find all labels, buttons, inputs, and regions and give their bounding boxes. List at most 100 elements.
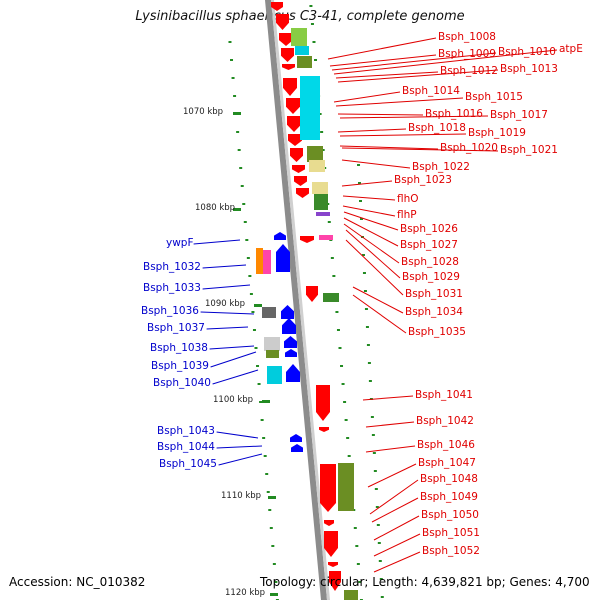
feature-block	[309, 160, 325, 172]
gene-label: Bsph_1019	[468, 127, 526, 139]
outer-tick-mark	[343, 401, 347, 403]
gene-label: Bsph_1038	[150, 342, 208, 354]
inner-tick-mark	[265, 473, 269, 475]
inner-tick-mark	[237, 149, 241, 151]
outer-tick-mark	[366, 344, 370, 346]
label-leader-line	[335, 97, 464, 107]
feature-block	[266, 350, 279, 358]
inner-tick-mark	[274, 581, 278, 583]
label-leader-line	[337, 128, 407, 133]
figure-title: Lysinibacillus sphaericus C3-41, complet…	[135, 9, 465, 24]
gene-arrow	[319, 427, 329, 432]
outer-tick-mark	[357, 164, 361, 166]
label-leader-line	[341, 159, 411, 169]
gene-arrow-reverse	[284, 336, 297, 348]
gene-label: Bsph_1032	[143, 261, 201, 273]
inner-tick-mark	[243, 221, 247, 223]
rna-feature	[267, 366, 282, 384]
label-leader-line	[373, 551, 421, 573]
gene-label: Bsph_1046	[417, 439, 475, 451]
outer-tick-mark	[335, 311, 339, 313]
label-leader-line	[371, 497, 419, 523]
outer-tick-mark	[312, 41, 316, 43]
gene-arrow	[290, 148, 303, 162]
outer-tick-mark	[379, 578, 383, 580]
inner-tick-mark	[259, 401, 263, 403]
label-leader-line	[352, 294, 407, 334]
outer-tick-mark	[320, 131, 324, 133]
gene-label: Bsph_1027	[400, 239, 458, 251]
kbp-tick-mark	[254, 304, 262, 307]
feature-block	[297, 56, 312, 68]
outer-tick-mark	[338, 347, 342, 349]
inner-tick-mark	[246, 257, 250, 259]
gene-arrow	[320, 464, 336, 512]
gene-arrow	[306, 286, 318, 302]
gene-label: Bsph_1039	[151, 360, 209, 372]
gene-arrow	[286, 98, 300, 114]
label-leader-line	[339, 115, 489, 119]
label-leader-line	[209, 345, 255, 350]
label-leader-line	[343, 223, 400, 264]
kbp-tick-mark	[233, 208, 241, 211]
outer-tick-mark	[375, 506, 379, 508]
gene-label: Bsph_1012	[440, 65, 498, 77]
label-leader-line	[369, 479, 419, 515]
gene-label: Bsph_1042	[416, 415, 474, 427]
label-leader-line	[216, 431, 259, 439]
outer-tick-mark	[344, 419, 348, 421]
outer-tick-mark	[346, 437, 350, 439]
label-leader-line	[341, 180, 393, 187]
feature-block	[256, 248, 263, 274]
label-leader-line	[352, 286, 404, 314]
gene-arrow	[282, 64, 295, 70]
outer-tick-mark	[365, 326, 369, 328]
gene-label: Bsph_1018	[408, 122, 466, 134]
gene-label: Bsph_1031	[405, 288, 463, 300]
gene-label: Bsph_1029	[402, 271, 460, 283]
gene-label: Bsph_1041	[415, 389, 473, 401]
gene-label: Bsph_1052	[422, 545, 480, 557]
gene-label: Bsph_1044	[157, 441, 215, 453]
gene-arrow	[276, 14, 289, 30]
inner-tick-mark	[252, 329, 256, 331]
label-leader-line	[339, 133, 467, 137]
rna-feature	[295, 46, 309, 55]
label-leader-line	[335, 71, 439, 79]
gene-label: Bsph_1008	[438, 31, 496, 43]
label-leader-line	[218, 453, 263, 466]
inner-tick-mark	[266, 491, 270, 493]
gene-arrow	[296, 188, 309, 198]
label-leader-line	[202, 284, 251, 290]
label-leader-line	[202, 264, 247, 269]
label-leader-line	[210, 351, 257, 368]
inner-tick-mark	[251, 311, 255, 313]
inner-tick-mark	[254, 347, 258, 349]
label-leader-line	[362, 395, 414, 401]
outer-tick-mark	[371, 434, 375, 436]
gene-arrow	[328, 562, 338, 567]
backbone-highlight	[271, 0, 330, 600]
outer-tick-mark	[347, 455, 351, 457]
inner-tick-mark	[256, 365, 260, 367]
outer-tick-mark	[336, 329, 340, 331]
gene-label: Bsph_1037	[147, 322, 205, 334]
outer-tick-mark	[359, 200, 362, 202]
gene-label: flhO	[397, 193, 419, 205]
gene-arrow	[288, 134, 302, 146]
gene-label: ywpF	[166, 237, 194, 249]
gene-label: Bsph_1047	[418, 457, 476, 469]
inner-tick-mark	[233, 95, 237, 97]
gene-arrow-reverse	[285, 349, 297, 357]
outer-tick-mark	[321, 149, 325, 151]
outer-tick-mark	[372, 452, 376, 454]
inner-tick-mark	[248, 275, 252, 277]
outer-tick-mark	[327, 221, 331, 223]
gene-arrow	[300, 236, 314, 243]
feature-block	[312, 182, 328, 194]
feature-block	[338, 463, 354, 511]
label-leader-line	[343, 217, 399, 247]
gene-arrow	[294, 176, 307, 186]
label-leader-line	[342, 205, 396, 217]
